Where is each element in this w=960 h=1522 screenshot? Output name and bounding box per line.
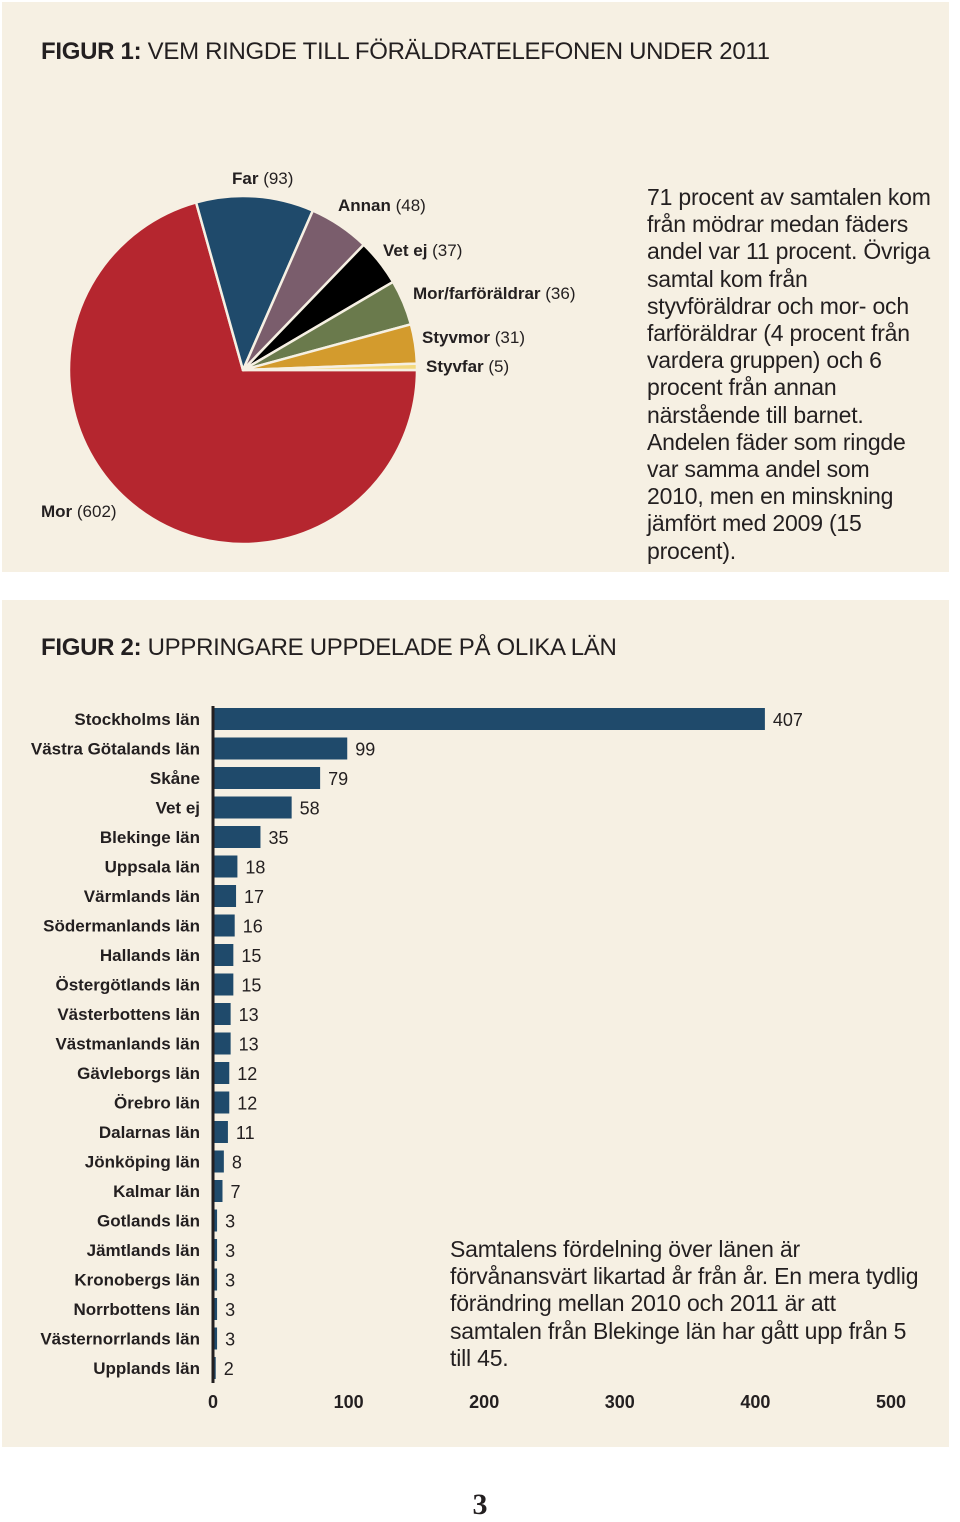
bar-category-label: Jönköping län — [85, 1153, 200, 1172]
bar-value-label: 16 — [243, 917, 263, 937]
pie-label: Far (93) — [232, 169, 294, 188]
figure2-panel: FIGUR 2: UPPRINGARE UPPDELADE PÅ OLIKA L… — [2, 600, 949, 1447]
bar-value-label: 3 — [225, 1212, 235, 1232]
bar-category-label: Värmlands län — [84, 887, 200, 906]
bar-value-label: 407 — [773, 710, 803, 730]
bar-value-label: 58 — [300, 799, 320, 819]
bar-category-label: Gävleborgs län — [77, 1064, 200, 1083]
bar-value-label: 7 — [230, 1182, 240, 1202]
bar-value-label: 17 — [244, 887, 264, 907]
bar-value-label: 3 — [225, 1241, 235, 1261]
bar — [213, 1091, 230, 1114]
pie-label: Styvfar (5) — [426, 357, 510, 376]
pie-slice-far — [194, 194, 315, 372]
bar-value-label: 3 — [225, 1271, 235, 1291]
bar — [213, 796, 292, 819]
pie-slice-mor — [67, 201, 419, 546]
bar-category-label: Skåne — [150, 769, 200, 788]
bar-value-label: 99 — [355, 740, 375, 760]
bar — [213, 944, 234, 966]
bar-value-label: 3 — [225, 1300, 235, 1320]
figure1-description: 71 procent av samtalen kom från mödrar m… — [647, 184, 931, 564]
bar-value-label: 18 — [245, 858, 265, 878]
bar-category-label: Uppsala län — [105, 858, 200, 877]
pie-chart — [67, 194, 419, 546]
bar-category-label: Kalmar län — [113, 1182, 200, 1201]
bar-category-label: Dalarnas län — [99, 1123, 200, 1142]
pie-label: Annan (48) — [338, 196, 426, 215]
bar — [213, 767, 321, 789]
bar — [213, 1003, 231, 1025]
bar-category-label: Stockholms län — [74, 710, 200, 729]
x-tick-label: 0 — [208, 1392, 218, 1412]
bar — [213, 1180, 223, 1202]
bar — [213, 1298, 218, 1320]
bar — [213, 1239, 218, 1261]
bar-value-label: 12 — [237, 1064, 257, 1084]
bar-value-label: 11 — [236, 1123, 255, 1143]
x-tick-label: 500 — [876, 1392, 906, 1412]
bar — [213, 1327, 218, 1350]
bar — [213, 1209, 218, 1232]
figure2-description: Samtalens fördelning över länen är förvå… — [450, 1236, 919, 1371]
pie-label: Mor (602) — [41, 502, 117, 521]
bar-value-label: 15 — [241, 976, 261, 996]
bar — [213, 1032, 231, 1055]
bar-category-label: Kronobergs län — [74, 1271, 200, 1290]
bar-value-label: 35 — [268, 828, 288, 848]
bar-category-label: Västernorrlands län — [40, 1330, 200, 1349]
page-number: 3 — [472, 1488, 488, 1521]
x-tick-label: 200 — [469, 1392, 499, 1412]
bar — [213, 885, 237, 907]
bar-category-label: Norrbottens län — [73, 1300, 200, 1319]
bar-category-label: Hallands län — [100, 946, 200, 965]
x-tick-label: 100 — [334, 1392, 364, 1412]
bar — [213, 1268, 218, 1291]
bar-category-label: Västerbottens län — [57, 1005, 200, 1024]
bar-chart: Stockholms län 407 Västra Götalands län 99 S… — [31, 706, 906, 1412]
pie-label: Vet ej (37) — [383, 241, 463, 260]
bar — [213, 708, 765, 730]
bar-category-label: Östergötlands län — [55, 976, 200, 995]
pie-label: Styvmor (31) — [422, 328, 525, 347]
bar — [213, 855, 238, 878]
bar-value-label: 2 — [224, 1359, 234, 1379]
bar — [213, 1121, 228, 1143]
bar — [213, 826, 261, 848]
bar-category-label: Upplands län — [93, 1359, 200, 1378]
figure1-title: FIGUR 1: VEM RINGDE TILL FÖRÄLDRATELEFON… — [41, 38, 770, 65]
bar-value-label: 12 — [237, 1094, 257, 1114]
bar-category-label: Södermanlands län — [43, 917, 200, 936]
x-tick-label: 400 — [740, 1392, 770, 1412]
bar-category-label: Västra Götalands län — [31, 740, 200, 759]
bar-value-label: 15 — [241, 946, 261, 966]
bar — [213, 1150, 224, 1173]
bar-category-label: Jämtlands län — [87, 1241, 200, 1260]
bar-category-label: Blekinge län — [100, 828, 200, 847]
bar-category-label: Gotlands län — [97, 1212, 200, 1231]
bar-value-label: 13 — [239, 1005, 259, 1025]
bar-value-label: 13 — [239, 1035, 259, 1055]
bar-value-label: 3 — [225, 1330, 235, 1350]
bar — [213, 737, 348, 760]
bar-category-label: Örebro län — [114, 1094, 200, 1113]
pie-label: Mor/farföräldrar (36) — [413, 284, 576, 303]
bar-value-label: 79 — [328, 769, 348, 789]
bar — [213, 1062, 230, 1084]
figure2-title: FIGUR 2: UPPRINGARE UPPDELADE PÅ OLIKA L… — [41, 634, 617, 661]
bar-value-label: 8 — [232, 1153, 242, 1173]
bar-category-label: Västmanlands län — [55, 1035, 200, 1054]
bar — [213, 914, 235, 937]
x-tick-label: 300 — [605, 1392, 635, 1412]
bar-category-label: Vet ej — [156, 799, 200, 818]
pie-slice-styvfar — [241, 362, 419, 372]
bar — [213, 973, 234, 996]
